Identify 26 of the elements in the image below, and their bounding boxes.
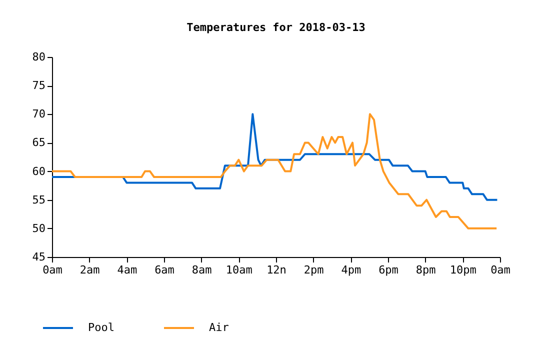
x-tick-label: 2pm (304, 264, 324, 276)
x-tick-label: 4pm (341, 264, 362, 276)
y-tick-label: 75 (32, 79, 46, 92)
y-tick-label: 70 (32, 108, 46, 121)
x-tick-label: 12n (266, 264, 286, 276)
y-tick-label: 65 (32, 136, 46, 150)
x-tick-label: 8am (192, 264, 212, 276)
y-tick-label: 50 (32, 222, 46, 235)
legend-label: Air (209, 321, 230, 334)
x-tick-label: 0am (42, 264, 63, 276)
line-series (51, 113, 498, 201)
y-tick-label: 80 (32, 50, 46, 64)
x-tick-label: 6am (154, 264, 175, 276)
y-tick-label: 45 (32, 250, 46, 264)
x-tick-label: 10pm (450, 264, 477, 276)
x-tick-label: 10am (226, 264, 253, 276)
legend-label: Pool (88, 321, 114, 334)
chart-title: Temperatures for 2018-03-13 (186, 21, 366, 34)
x-tick-label: 4am (117, 264, 138, 276)
x-tick-label: 8pm (416, 264, 436, 276)
line-series (51, 113, 498, 230)
x-tick-label: 2am (80, 264, 100, 276)
x-tick-label: 0am (490, 264, 511, 276)
y-tick-label: 60 (32, 164, 46, 178)
x-tick-label: 6pm (378, 264, 399, 276)
y-tick-label: 55 (32, 193, 46, 206)
